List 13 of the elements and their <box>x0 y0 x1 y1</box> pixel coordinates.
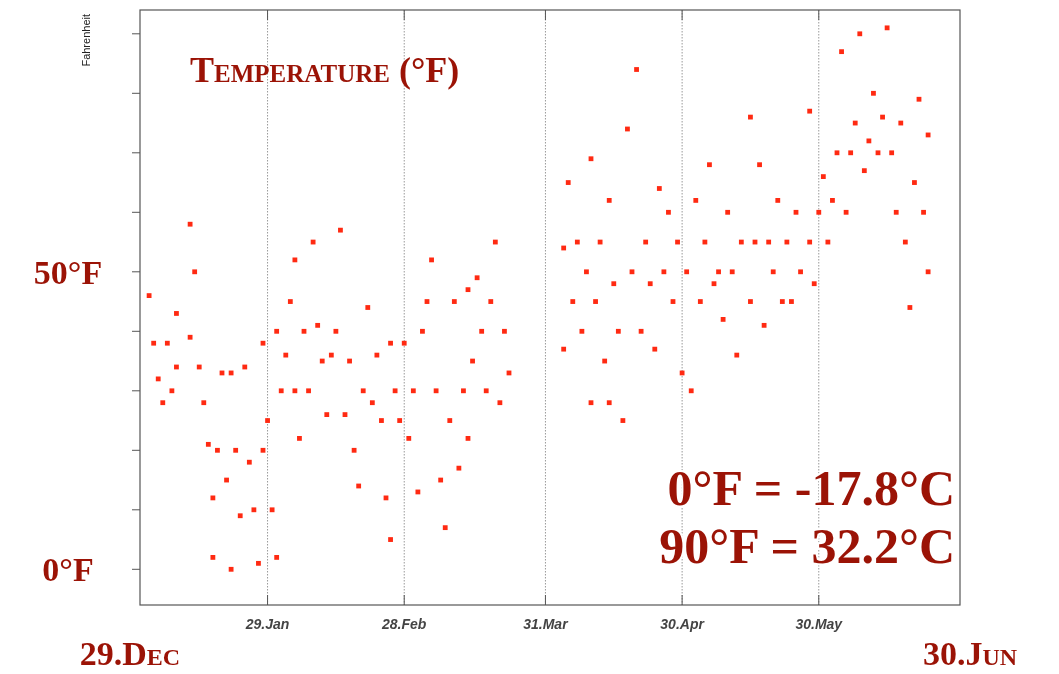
x-tick-label: 29.Jan <box>244 616 290 632</box>
y-tick-label: 50°F <box>33 253 103 291</box>
text: 29.Dec <box>79 635 181 672</box>
x-tick-label: 30.May <box>795 616 844 632</box>
y-tick-label: 0°F <box>42 551 94 589</box>
text: 30.Jun <box>922 635 1018 672</box>
annotation: 0°F = -17.8°C <box>667 460 955 516</box>
x-tick-label: 28.Feb <box>381 616 427 632</box>
x-tick-label: 31.Mar <box>523 616 570 632</box>
text: Temperature (°F) <box>190 50 460 90</box>
y-axis-title: Fahrenheit <box>80 14 92 67</box>
x-tick-label: 30.Apr <box>660 616 706 632</box>
annotation: 90°F = 32.2°C <box>659 518 955 574</box>
